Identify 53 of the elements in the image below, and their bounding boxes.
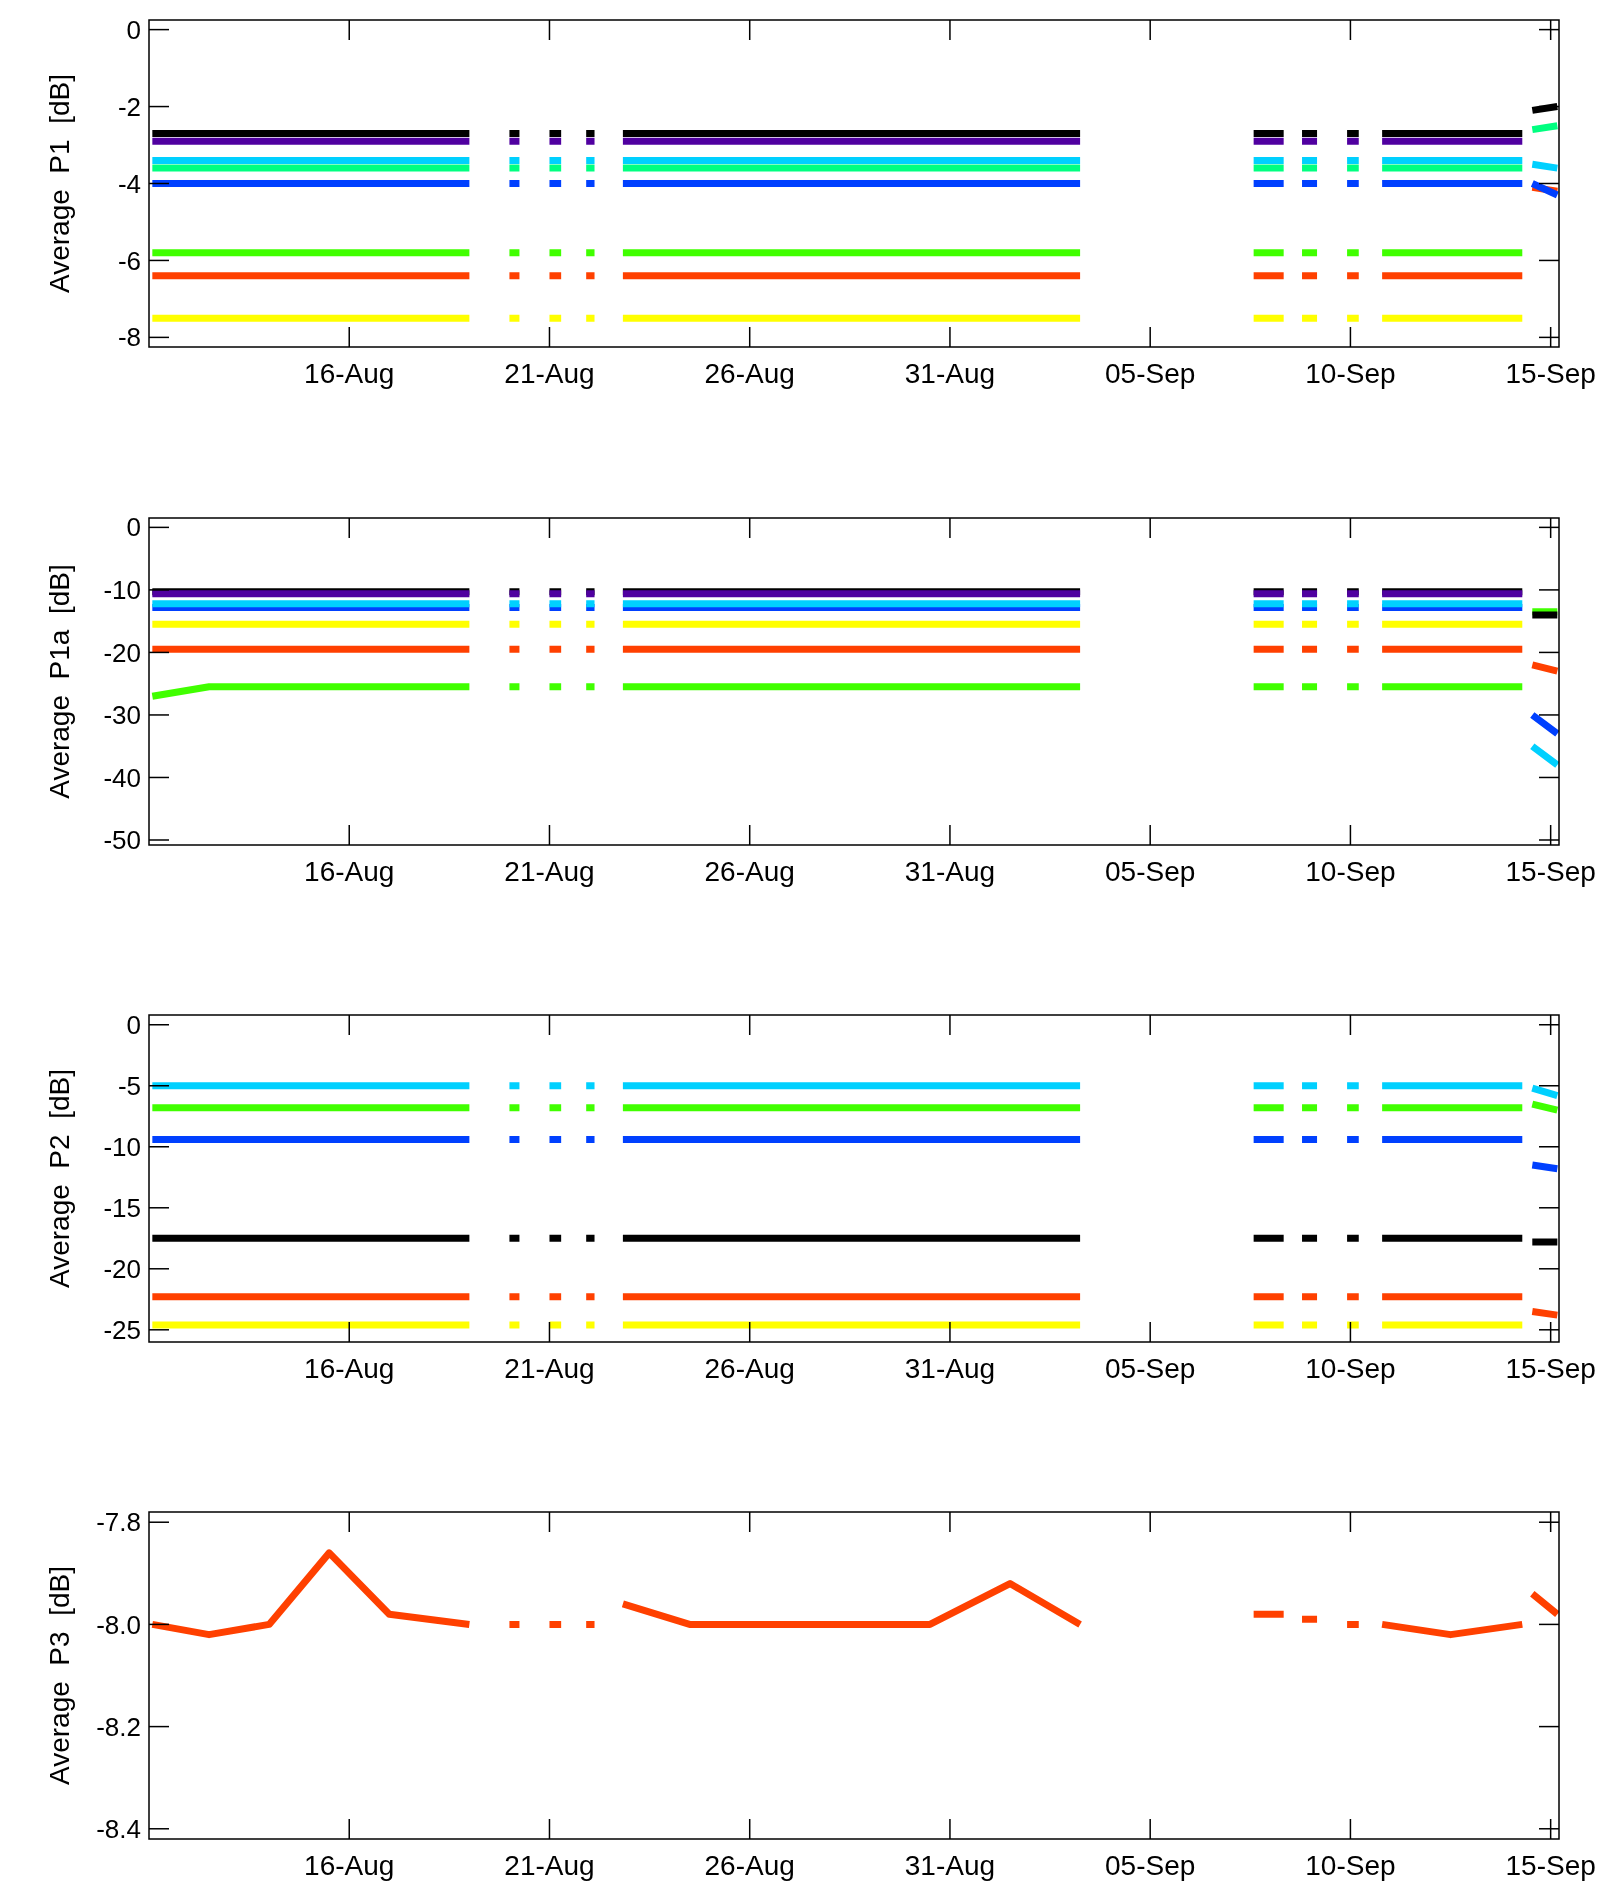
x-tick-label: 16-Aug [304,358,395,389]
x-tick-label: 31-Aug [904,358,996,389]
x-tick-label: 10-Sep [1305,856,1396,887]
x-tick-label: 31-Aug [904,1353,996,1384]
y-tick-label: -2 [117,91,141,122]
y-tick-label: -20 [103,1253,141,1284]
x-tick-label: 05-Sep [1105,856,1196,887]
x-tick-label: 05-Sep [1105,1353,1196,1384]
y-tick-label: 0 [126,1009,141,1040]
y-tick-label: -25 [103,1314,141,1345]
x-tick-label: 05-Sep [1105,358,1196,389]
x-tick-label: 26-Aug [704,856,795,887]
y-tick-label: -8.2 [96,1711,141,1742]
x-tick-label: 10-Sep [1305,358,1396,389]
x-tick-label: 31-Aug [904,856,996,887]
x-tick-label: 26-Aug [704,1353,795,1384]
y-tick-label: -7.8 [96,1507,141,1538]
x-tick-label: 15-Sep [1505,1353,1596,1384]
y-tick-label: -50 [103,825,141,856]
x-tick-label: 21-Aug [504,856,595,887]
y-tick-label: -5 [117,1070,141,1101]
y-tick-label: -8.0 [96,1609,141,1640]
x-tick-label: 16-Aug [304,856,395,887]
y-tick-label: -15 [103,1192,141,1223]
x-tick-label: 21-Aug [504,1353,595,1384]
y-tick-label: 0 [126,14,141,45]
y-tick-label: -6 [117,245,141,276]
y-tick-label: -8 [117,322,141,353]
x-tick-label: 15-Sep [1505,1850,1596,1881]
x-tick-label: 16-Aug [304,1850,395,1881]
x-tick-label: 10-Sep [1305,1353,1396,1384]
x-tick-label: 31-Aug [904,1850,996,1881]
y-tick-label: -40 [103,762,141,793]
x-tick-label: 16-Aug [304,1353,395,1384]
y-tick-label: -30 [103,700,141,731]
x-tick-label: 15-Sep [1505,358,1596,389]
y-tick-label: -10 [103,575,141,605]
y-tick-label: -20 [103,637,141,668]
x-tick-label: 21-Aug [504,358,595,389]
x-tick-label: 26-Aug [704,1850,795,1881]
y-axis-title: Average P2 [dB] [44,1069,75,1288]
y-axis-title: Average P1a [dB] [44,564,75,799]
y-tick-label: -8.4 [96,1813,141,1844]
y-tick-label: -10 [103,1131,141,1162]
x-tick-label: 21-Aug [504,1850,595,1881]
y-tick-label: 0 [126,512,141,543]
y-axis-title: Average P1 [dB] [44,74,75,293]
x-tick-label: 26-Aug [704,358,795,389]
x-tick-label: 15-Sep [1505,856,1596,887]
y-axis-title: Average P3 [dB] [44,1566,75,1785]
y-tick-label: -4 [117,168,141,199]
x-tick-label: 10-Sep [1305,1850,1396,1881]
x-tick-label: 05-Sep [1105,1850,1196,1881]
